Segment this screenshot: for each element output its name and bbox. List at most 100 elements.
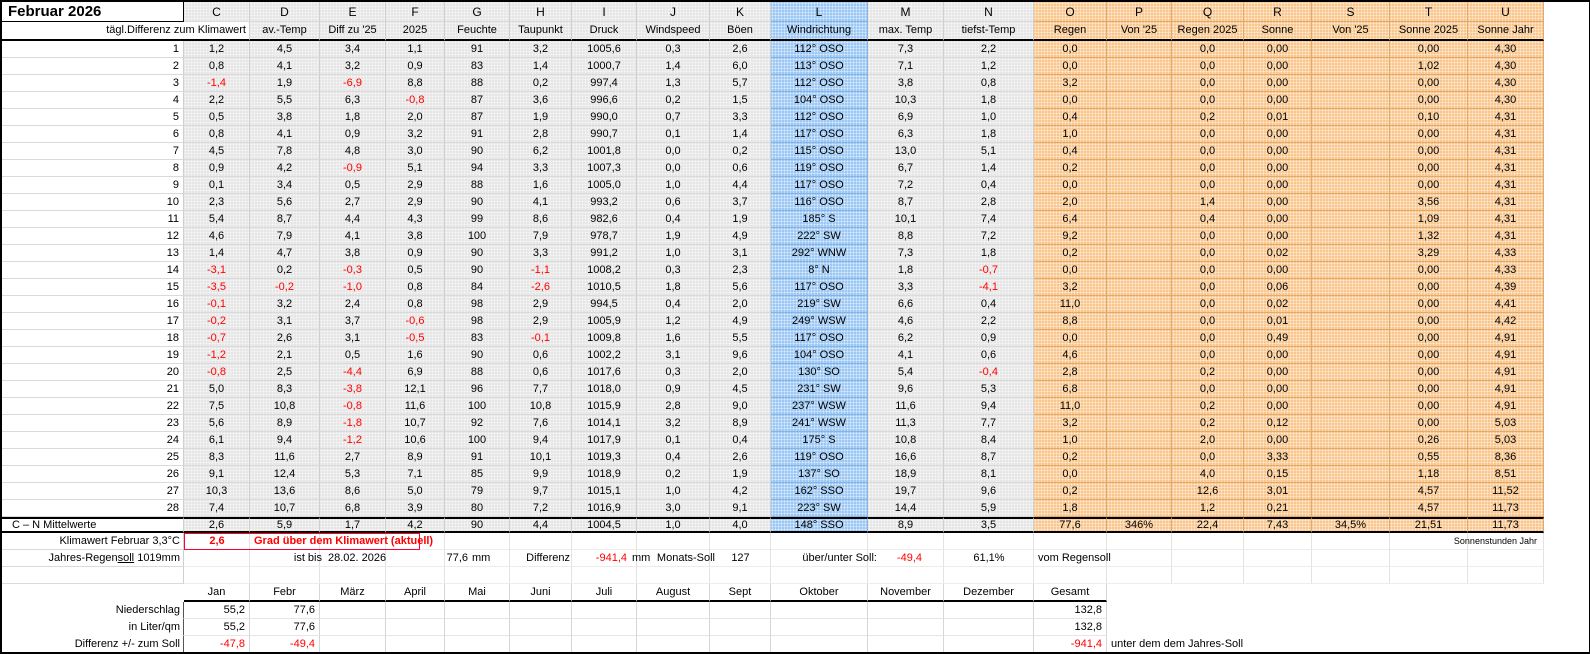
cell[interactable]: 0,00	[1244, 143, 1312, 160]
cell[interactable]: 10,8	[250, 398, 320, 415]
cell[interactable]: 0,8	[944, 75, 1034, 92]
cell[interactable]: 91	[445, 41, 510, 58]
cell[interactable]	[1107, 228, 1172, 245]
column-letter-O[interactable]: O	[1034, 2, 1107, 22]
column-name[interactable]: Windrichtung	[771, 22, 868, 41]
cell[interactable]: 162° SSO	[771, 483, 868, 500]
cell[interactable]: 91	[445, 449, 510, 466]
differenz-value[interactable]: -941,4	[595, 552, 627, 564]
column-name[interactable]: av.-Temp	[250, 22, 320, 41]
cell[interactable]: -3,1	[184, 262, 250, 279]
cell[interactable]: 7,2	[868, 177, 944, 194]
cell[interactable]	[1312, 500, 1390, 517]
cell[interactable]	[445, 533, 510, 550]
cell[interactable]: 0,0	[1034, 330, 1107, 347]
cell[interactable]: 9,4	[250, 432, 320, 449]
day-label[interactable]: 22	[2, 398, 184, 415]
cell[interactable]: 0,1	[637, 432, 710, 449]
cell[interactable]: 1,0	[637, 483, 710, 500]
mittelwerte-cell[interactable]: 11,73	[1468, 517, 1544, 533]
cell[interactable]	[1034, 567, 1107, 584]
cell[interactable]: 2,4	[320, 296, 386, 313]
cell[interactable]: 0,00	[1244, 75, 1312, 92]
cell[interactable]: 8,6	[510, 211, 572, 228]
cell[interactable]: 10,3	[184, 483, 250, 500]
cell[interactable]: 1,18	[1390, 466, 1468, 483]
cell[interactable]	[868, 550, 944, 567]
cell[interactable]: 2,5	[250, 364, 320, 381]
cell[interactable]: 12,1	[386, 381, 445, 398]
cell[interactable]: 3,9	[386, 500, 445, 517]
cell[interactable]: 6,9	[868, 109, 944, 126]
column-letter-U[interactable]: U	[1468, 2, 1544, 22]
cell[interactable]: 0,01	[1244, 313, 1312, 330]
cell[interactable]	[1468, 533, 1544, 550]
cell[interactable]: 4,9	[710, 313, 771, 330]
cell[interactable]	[710, 619, 771, 636]
cell[interactable]: 1005,0	[572, 177, 637, 194]
cell[interactable]: 7,3	[868, 41, 944, 58]
cell[interactable]: 137° SO	[771, 466, 868, 483]
cell[interactable]: 4,31	[1468, 160, 1544, 177]
cell[interactable]: 0,2	[637, 92, 710, 109]
cell[interactable]: 11,0	[1034, 398, 1107, 415]
cell[interactable]: 11,6	[250, 449, 320, 466]
cell[interactable]: 1015,9	[572, 398, 637, 415]
cell[interactable]: 0,06	[1244, 279, 1312, 296]
mittelwerte-cell[interactable]: 1004,5	[572, 517, 637, 533]
column-letter-R[interactable]: R	[1244, 2, 1312, 22]
cell[interactable]	[572, 619, 637, 636]
cell[interactable]: 223° SW	[771, 500, 868, 517]
cell[interactable]: 0,4	[637, 211, 710, 228]
cell[interactable]: 0,3	[637, 364, 710, 381]
regen-ist-value[interactable]: 77,6	[446, 552, 468, 564]
cell[interactable]: 6,7	[868, 160, 944, 177]
cell[interactable]: 7,2	[510, 500, 572, 517]
cell[interactable]: 1014,1	[572, 415, 637, 432]
cell[interactable]: 2,2	[184, 92, 250, 109]
cell[interactable]: 8° N	[771, 262, 868, 279]
cell[interactable]: 87	[445, 92, 510, 109]
day-label[interactable]: 2	[2, 58, 184, 75]
cell[interactable]: 0,00	[1390, 296, 1468, 313]
cell[interactable]: 4,5	[184, 143, 250, 160]
cell[interactable]: 5,4	[868, 364, 944, 381]
cell[interactable]: 0,8	[184, 126, 250, 143]
cell[interactable]: 8,9	[250, 415, 320, 432]
day-label[interactable]: 15	[2, 279, 184, 296]
cell[interactable]: 1,9	[250, 75, 320, 92]
cell[interactable]: 4,30	[1468, 41, 1544, 58]
cell[interactable]: 98	[445, 313, 510, 330]
cell[interactable]: 112° OSO	[771, 75, 868, 92]
column-name[interactable]: Von '25	[1312, 22, 1390, 41]
cell[interactable]: 1001,8	[572, 143, 637, 160]
cell[interactable]: 6,9	[386, 364, 445, 381]
month-header[interactable]: Oktober	[771, 584, 868, 602]
cell[interactable]: 3,1	[710, 245, 771, 262]
cell[interactable]: 88	[445, 177, 510, 194]
cell[interactable]	[1312, 228, 1390, 245]
cell[interactable]	[771, 550, 868, 567]
cell[interactable]: 3,8	[386, 228, 445, 245]
cell[interactable]: 10,1	[868, 211, 944, 228]
cell[interactable]: 5,7	[710, 75, 771, 92]
cell[interactable]: 3,3	[510, 160, 572, 177]
day-label[interactable]: 20	[2, 364, 184, 381]
cell[interactable]	[771, 533, 868, 550]
column-letter-F[interactable]: F	[386, 2, 445, 22]
cell[interactable]	[1312, 296, 1390, 313]
cell[interactable]: 94	[445, 160, 510, 177]
cell[interactable]: 1,1	[386, 41, 445, 58]
cell[interactable]: 1,0	[944, 109, 1034, 126]
cell[interactable]: 8,9	[710, 415, 771, 432]
cell[interactable]: 3,2	[386, 126, 445, 143]
cell[interactable]: 1005,6	[572, 41, 637, 58]
cell[interactable]: 0,6	[944, 347, 1034, 364]
cell[interactable]: 9,4	[510, 432, 572, 449]
cell[interactable]: 6,0	[710, 58, 771, 75]
cell[interactable]: 2,7	[320, 194, 386, 211]
cell[interactable]	[944, 636, 1034, 652]
cell[interactable]	[710, 550, 771, 567]
cell[interactable]: 1,9	[710, 466, 771, 483]
cell[interactable]: 4,7	[250, 245, 320, 262]
